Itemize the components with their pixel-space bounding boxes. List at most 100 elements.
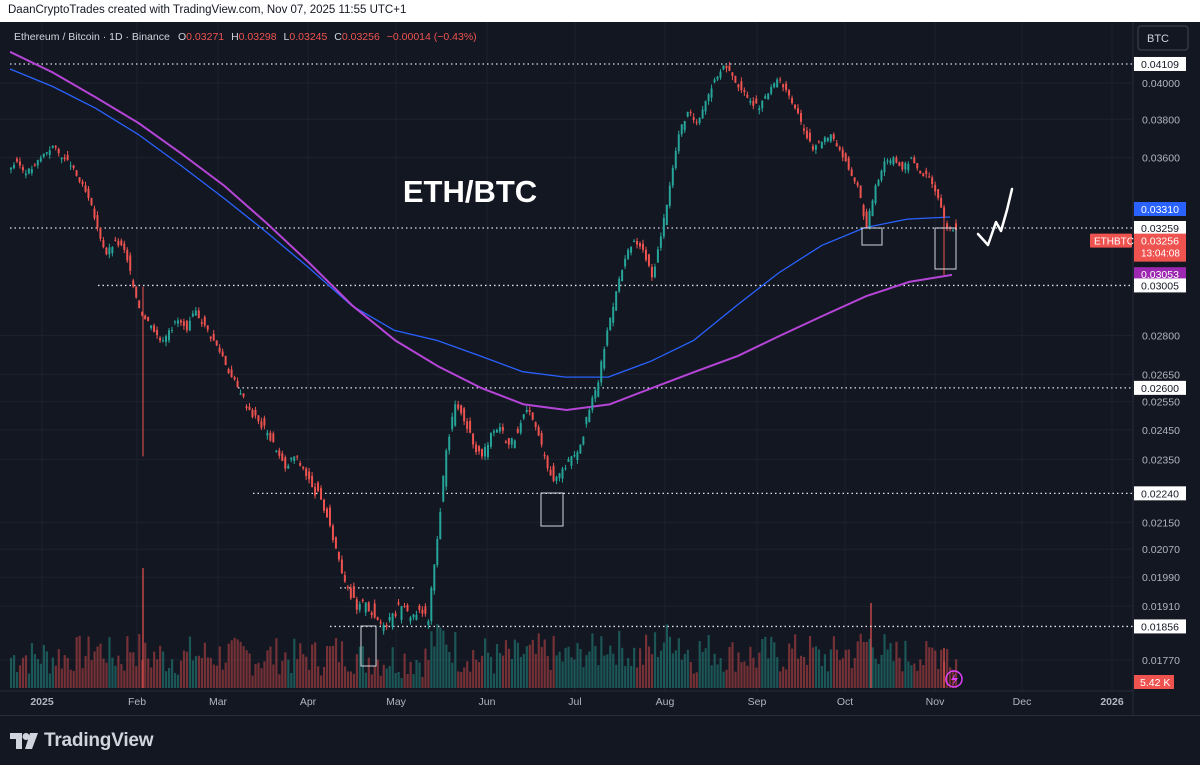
time-tick-label: Mar	[209, 696, 228, 708]
candle-body	[910, 157, 913, 159]
candle-body	[278, 450, 281, 456]
price-tag-value: 0.03259	[1141, 223, 1179, 235]
candle-body	[412, 614, 415, 618]
candle-body	[656, 249, 659, 263]
candle-body	[722, 65, 725, 70]
volume-bar	[340, 641, 344, 688]
horizontal-levels	[10, 63, 1133, 628]
volume-bar	[802, 657, 806, 688]
volume-bar	[129, 652, 132, 688]
volume-bar	[674, 650, 677, 688]
volume-bar	[317, 666, 320, 688]
volume-bar	[722, 671, 725, 688]
candle-body	[400, 606, 403, 620]
volume-bar	[552, 635, 555, 688]
chart-canvas[interactable]: ETH/BTC Ethereum / Bitcoin · 1D · Binanc…	[0, 22, 1200, 715]
volume-bar	[901, 671, 904, 688]
volume-bar	[692, 673, 695, 688]
candle-body	[427, 621, 430, 625]
volume-bar	[800, 655, 803, 688]
volume-bar	[78, 635, 81, 688]
candle-body	[647, 254, 650, 266]
candle-body	[600, 361, 603, 383]
volume-bar	[481, 655, 484, 688]
volume-bar	[680, 659, 683, 688]
candle-body	[126, 249, 129, 261]
candle-body	[907, 163, 910, 171]
volume-bar	[808, 636, 812, 688]
volume-bar	[144, 642, 147, 688]
candle-body	[853, 177, 856, 182]
tradingview-logo[interactable]: TradingView	[10, 730, 154, 752]
candle-body	[534, 422, 537, 428]
volume-bar	[707, 634, 710, 688]
volume-bar	[239, 641, 242, 688]
candle-body	[764, 96, 767, 99]
volume-bar	[278, 674, 281, 688]
candle-body	[287, 465, 290, 469]
volume-bar	[513, 639, 516, 688]
quote-currency-label[interactable]: BTC	[1147, 33, 1169, 45]
candle-body	[594, 390, 597, 399]
quote-currency-button-bg[interactable]	[1137, 25, 1189, 51]
volume-bar	[549, 669, 552, 688]
volume-bar	[191, 660, 195, 688]
volume-bar	[188, 636, 192, 688]
highlight-box-october	[861, 227, 883, 246]
candle-body	[802, 128, 805, 131]
candle-body	[659, 236, 662, 248]
volume-bar	[355, 654, 358, 688]
candle-body	[185, 320, 188, 331]
volume-bar	[120, 663, 123, 688]
volume-bar	[442, 630, 445, 688]
volume-bar	[510, 658, 514, 688]
quote-currency-button[interactable]: BTC	[1137, 25, 1189, 51]
volume-bar	[814, 646, 818, 688]
volume-bar	[782, 666, 785, 688]
volume-bar	[358, 646, 361, 688]
lightning-icon[interactable]	[945, 670, 963, 688]
price-tag-value: 0.02600	[1141, 383, 1179, 395]
volume-bar	[200, 657, 203, 688]
lightning-icon-bolt[interactable]	[951, 673, 958, 686]
candle-body	[826, 137, 829, 142]
volume-bar	[102, 658, 105, 688]
candle-body	[779, 79, 782, 81]
volume-bar	[314, 642, 317, 688]
volume-bar	[206, 657, 209, 688]
volume-bar	[328, 646, 332, 688]
volume-bar	[108, 637, 111, 688]
volume-bar	[96, 646, 99, 688]
volume-bar	[302, 654, 305, 688]
volume-bar	[886, 649, 889, 688]
candle-body	[337, 552, 340, 560]
candle-body	[194, 310, 197, 316]
candle-body	[522, 414, 525, 419]
price-tag-value: 0.03310	[1141, 204, 1179, 216]
legend-low: 0.03245	[289, 31, 327, 43]
candle-body	[472, 433, 475, 445]
chart-frame[interactable]: ETH/BTC Ethereum / Bitcoin · 1D · Binanc…	[0, 22, 1200, 715]
volume-bar	[495, 644, 499, 688]
volume-bar	[45, 651, 48, 688]
lightning-icon-ring[interactable]	[945, 670, 963, 688]
volume-bar	[275, 638, 278, 688]
candle-body	[695, 122, 698, 124]
candle-body	[352, 586, 355, 598]
volume-bar	[197, 655, 200, 688]
candle-body	[421, 609, 424, 614]
candle-body	[633, 240, 636, 243]
candle-body	[57, 148, 60, 154]
candle-body	[141, 311, 144, 316]
candle-body	[144, 315, 147, 320]
volume-bar	[427, 660, 430, 688]
candle-body	[123, 243, 126, 250]
volume-bar	[296, 659, 299, 688]
candle-body	[800, 113, 802, 122]
volume-bar	[290, 673, 293, 688]
volume-bar	[937, 669, 940, 688]
candle-body	[734, 75, 737, 83]
volume-bar	[859, 633, 862, 688]
volume-bar	[582, 667, 585, 688]
candle-body	[257, 415, 260, 422]
